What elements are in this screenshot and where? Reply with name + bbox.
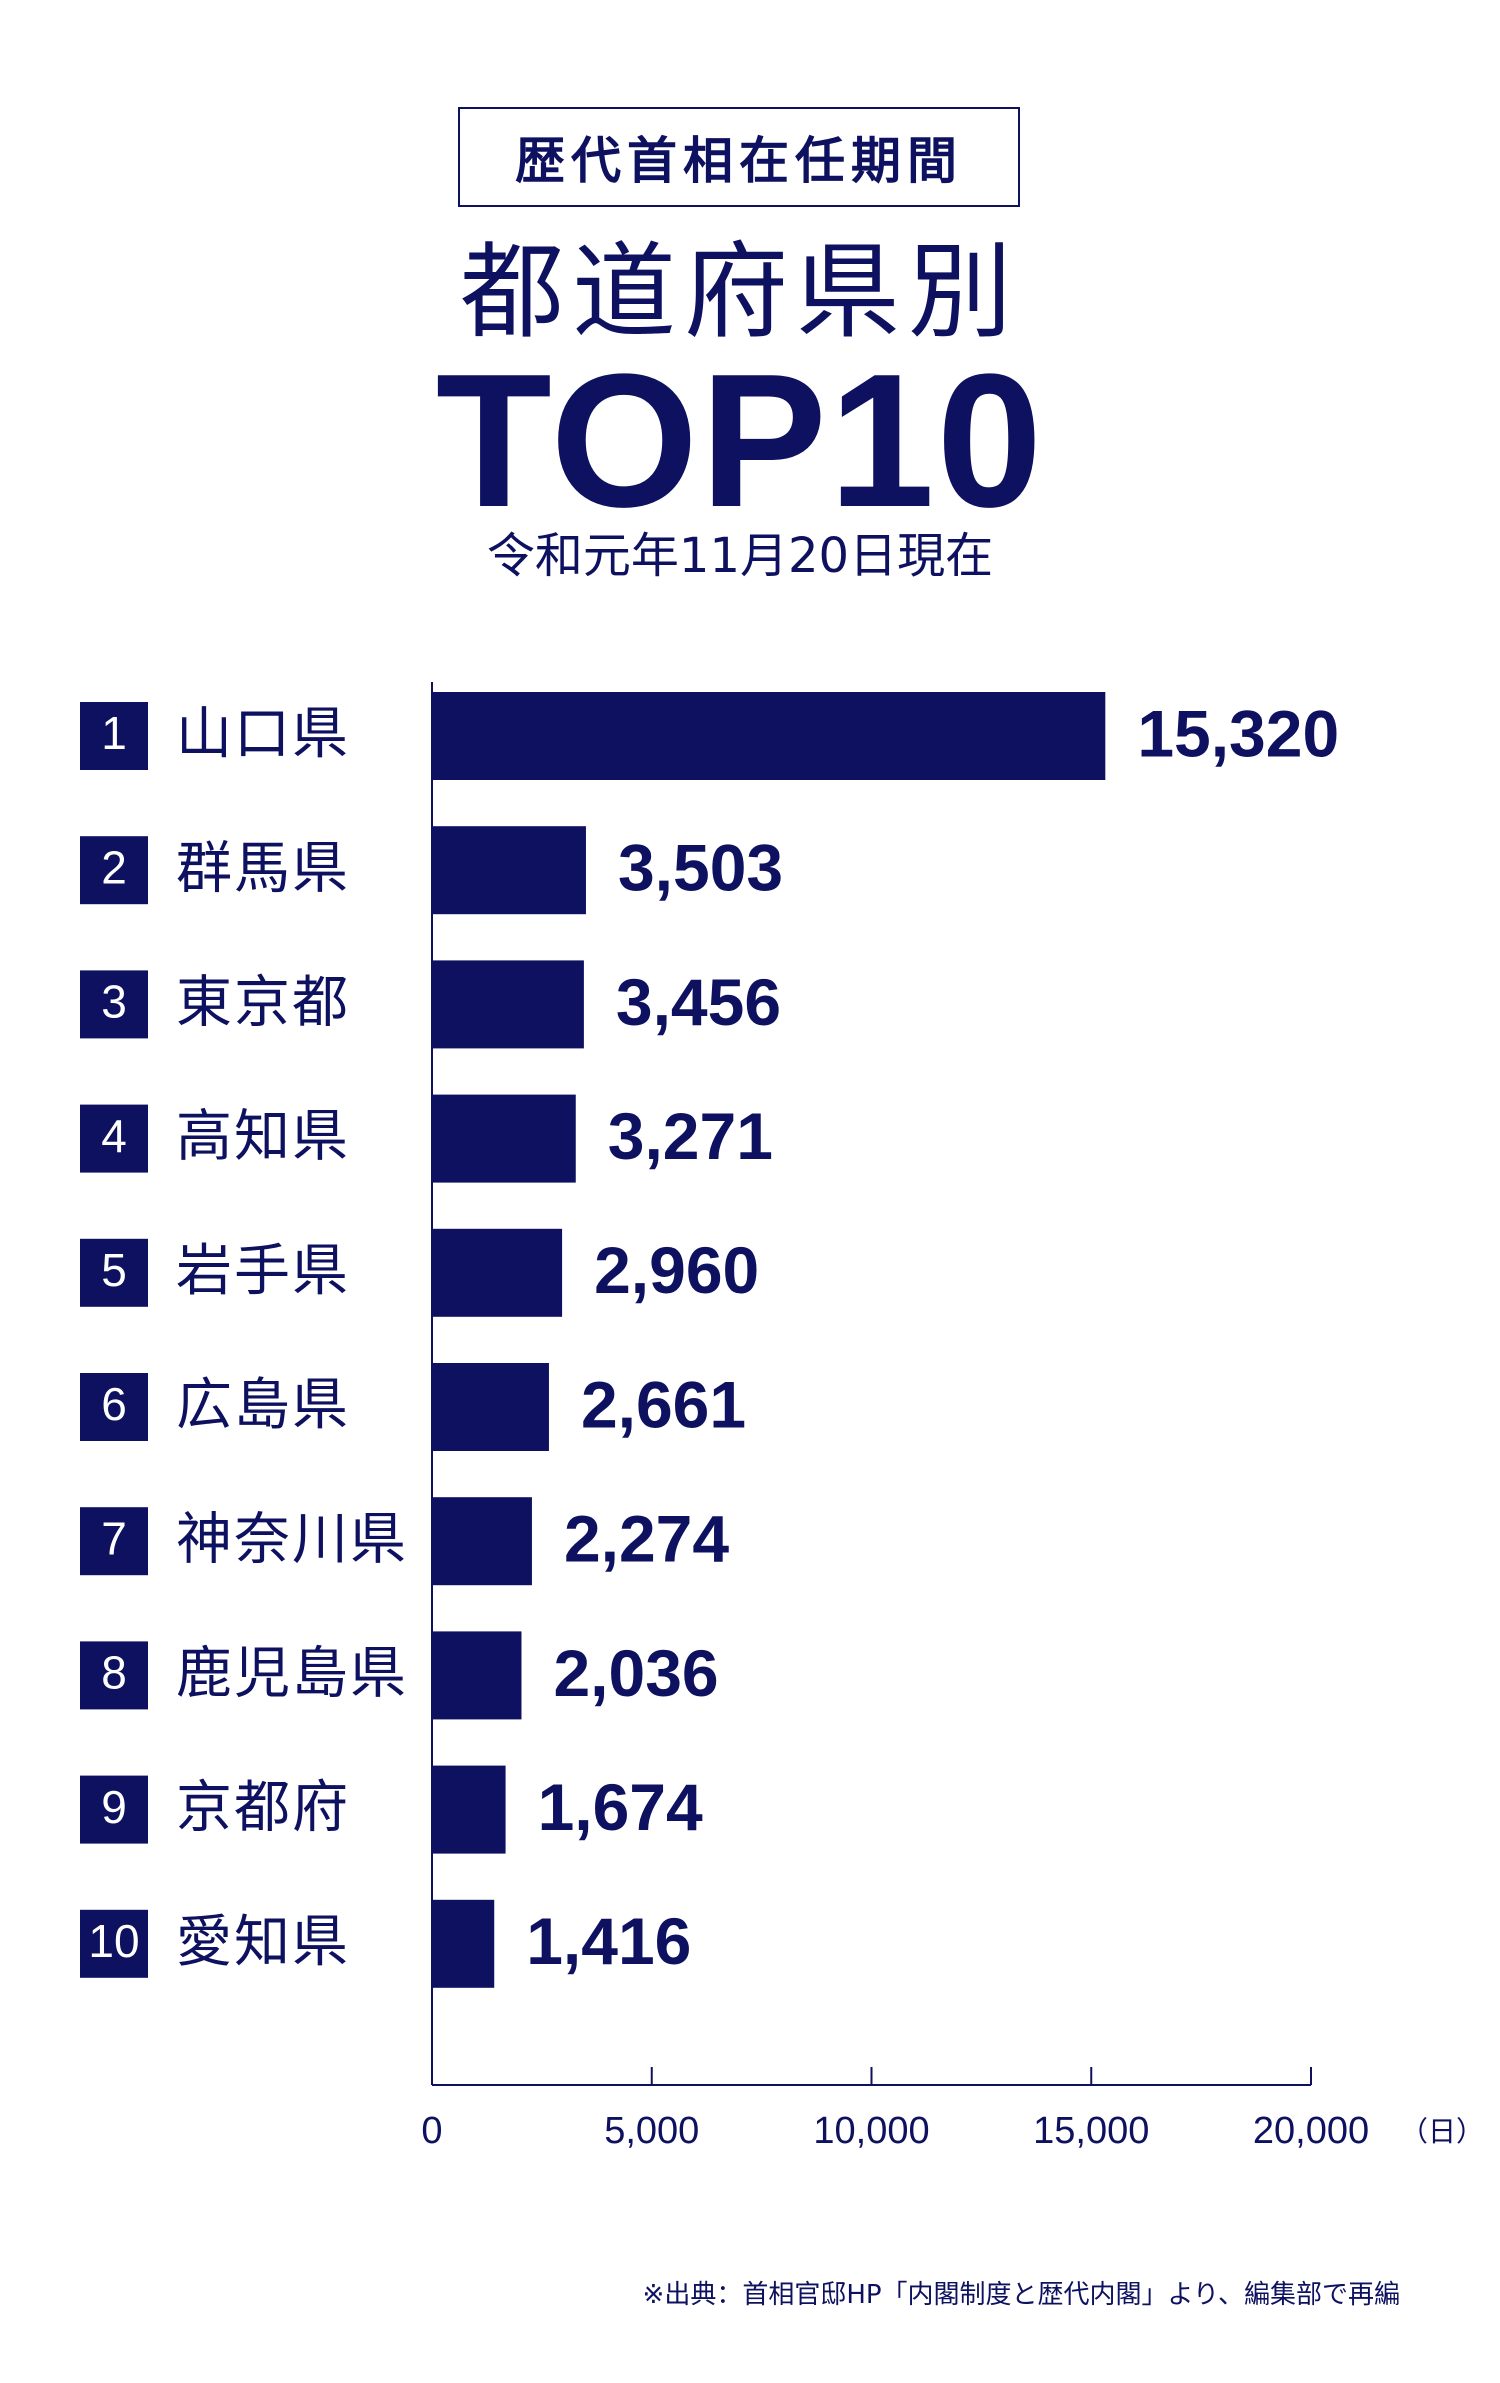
value-label: 3,456 <box>616 965 781 1039</box>
bar <box>432 1765 506 1854</box>
value-label: 1,674 <box>538 1770 703 1844</box>
category-label: 岩手県 <box>176 1239 350 1304</box>
category-label: 東京都 <box>176 971 350 1036</box>
bar <box>432 1899 495 1988</box>
value-label: 15,320 <box>1137 696 1339 770</box>
rank-number: 7 <box>101 1512 127 1564</box>
bar <box>432 692 1106 780</box>
x-axis-unit-label: （日） <box>1400 2115 1484 2148</box>
as-of-date: 令和元年11月20日現在 <box>486 528 994 584</box>
value-label: 2,274 <box>564 1502 729 1576</box>
category-label: 山口県 <box>176 702 350 767</box>
rank-box <box>80 1641 148 1710</box>
rank-box <box>80 970 148 1039</box>
x-tick-label: 20,000 <box>1253 2110 1369 2152</box>
rank-box <box>80 836 148 905</box>
category-label: 群馬県 <box>176 836 350 901</box>
category-label: 京都府 <box>176 1776 350 1841</box>
rank-number: 4 <box>101 1110 127 1162</box>
value-label: 2,661 <box>581 1367 746 1441</box>
rank-box <box>80 1104 148 1173</box>
category-label: 愛知県 <box>176 1910 350 1975</box>
category-label: 広島県 <box>176 1373 350 1438</box>
rank-number: 9 <box>101 1781 127 1833</box>
rank-number: 10 <box>88 1915 139 1967</box>
rank-number: 2 <box>101 841 127 893</box>
rank-box <box>80 1373 148 1441</box>
bar <box>432 1094 576 1183</box>
bar <box>432 1631 522 1720</box>
rank-box <box>80 1238 148 1307</box>
x-tick-label: 5,000 <box>604 2110 699 2152</box>
bar <box>432 826 586 915</box>
value-label: 3,503 <box>618 831 783 905</box>
bar <box>432 1497 532 1586</box>
value-label: 2,036 <box>553 1636 718 1710</box>
boxed-title: 歴代首相在任期間 <box>458 107 1020 207</box>
value-label: 3,271 <box>608 1099 773 1173</box>
bar <box>432 960 584 1049</box>
rank-number: 5 <box>101 1244 127 1296</box>
rank-number: 3 <box>101 976 127 1028</box>
source-note: ※出典：首相官邸HP「内閣制度と歴代内閣」より、編集部で再編 <box>642 2280 1400 2310</box>
rank-box <box>80 1775 148 1844</box>
rank-number: 6 <box>101 1378 127 1430</box>
x-tick-label: 15,000 <box>1033 2110 1149 2152</box>
rank-box <box>80 1909 148 1978</box>
rank-box <box>80 1507 148 1576</box>
chart-headline: TOP10 <box>435 335 1045 547</box>
bar <box>432 1228 563 1317</box>
rank-number: 1 <box>101 707 127 759</box>
rank-box <box>80 702 148 770</box>
x-tick-label: 0 <box>421 2110 442 2152</box>
bar <box>432 1363 549 1451</box>
category-label: 神奈川県 <box>176 1507 408 1572</box>
value-label: 2,960 <box>594 1233 759 1307</box>
value-label: 1,416 <box>526 1904 691 1978</box>
x-tick-label: 10,000 <box>813 2110 929 2152</box>
category-label: 高知県 <box>176 1105 350 1170</box>
rank-number: 8 <box>101 1647 127 1699</box>
chart-subtitle: 都道府県別 <box>459 231 1020 353</box>
category-label: 鹿児島県 <box>176 1642 408 1707</box>
